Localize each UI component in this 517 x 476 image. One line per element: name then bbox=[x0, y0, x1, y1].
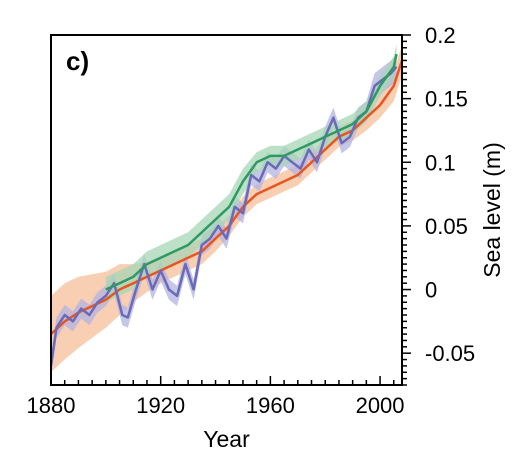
y-tick-label: 0.1 bbox=[425, 150, 456, 175]
band-green bbox=[105, 43, 397, 303]
y-axis-title: Sea level (m) bbox=[479, 142, 505, 277]
x-axis: 1880 1920 1960 2000 bbox=[27, 376, 405, 418]
series-lines bbox=[49, 53, 404, 367]
y-tick-label: 0 bbox=[425, 278, 437, 303]
y-tick-label: -0.05 bbox=[425, 341, 475, 366]
series-line-blue bbox=[49, 65, 398, 367]
y-tick-label: 0.05 bbox=[425, 214, 468, 239]
x-tick-label: 2000 bbox=[356, 393, 405, 418]
panel-label: c) bbox=[66, 46, 89, 76]
y-tick-label: 0.2 bbox=[425, 23, 456, 48]
x-tick-label: 1960 bbox=[246, 393, 295, 418]
x-tick-label: 1880 bbox=[27, 393, 76, 418]
uncertainty-bands bbox=[51, 43, 402, 377]
series-line-green bbox=[105, 53, 398, 291]
plot-frame bbox=[50, 34, 403, 386]
y-tick-label: 0.15 bbox=[425, 87, 468, 112]
y-axis: -0.05 0 0.05 0.1 0.15 0.2 bbox=[402, 23, 475, 386]
x-axis-title: Year bbox=[203, 426, 250, 452]
x-tick-label: 1920 bbox=[136, 393, 185, 418]
